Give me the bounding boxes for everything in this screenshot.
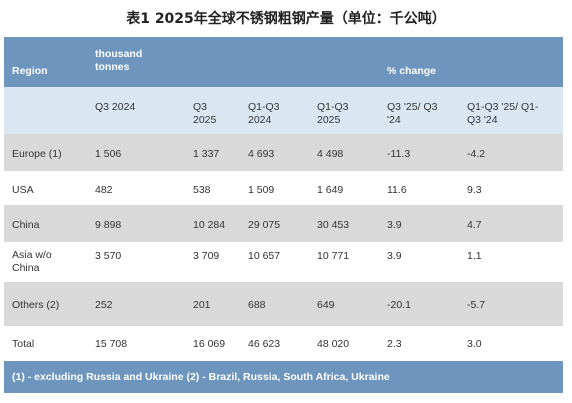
- cell-region: China: [12, 219, 40, 231]
- cell-value: 252: [95, 299, 113, 311]
- cell-value: 9 898: [95, 219, 122, 231]
- cell-value: 3.9: [387, 219, 402, 231]
- cell-value: 29 075: [248, 219, 281, 231]
- table-footnote: (1) - excluding Russia and Ukraine (2) -…: [4, 361, 563, 393]
- cell-value: 2.3: [387, 338, 402, 350]
- header-q3-2025: Q3 2025: [193, 101, 217, 126]
- cell-value: 1.1: [467, 250, 482, 262]
- header-row-top: Region thousand tonnes % change: [4, 37, 563, 87]
- cell-value: 1 506: [95, 148, 122, 160]
- header-pct-change: % change: [387, 65, 437, 77]
- cell-value: -20.1: [387, 299, 411, 311]
- cell-value: 3 570: [95, 250, 122, 262]
- cell-value: 3.9: [387, 250, 402, 262]
- cell-value: 10 771: [317, 250, 350, 262]
- cell-value: 1 337: [193, 148, 220, 160]
- cell-value: 3.0: [467, 338, 482, 350]
- header-q3-2024: Q3 2024: [95, 101, 136, 113]
- header-q1q3-2024: Q1-Q3 2024: [248, 101, 280, 126]
- cell-value: 9.3: [467, 184, 482, 196]
- cell-value: 10 657: [248, 250, 281, 262]
- cell-value: 16 069: [193, 338, 226, 350]
- cell-value: 15 708: [95, 338, 128, 350]
- table-row: China 9 898 10 284 29 075 30 453 3.9 4.7: [4, 205, 563, 242]
- table-row: Total 15 708 16 069 46 623 48 020 2.3 3.0: [4, 326, 563, 361]
- header-q1q3-2025: Q1-Q3 2025: [317, 101, 349, 126]
- cell-value: 688: [248, 299, 266, 311]
- cell-value: 10 284: [193, 219, 226, 231]
- table-row: Europe (1) 1 506 1 337 4 693 4 498 -11.3 -4.2: [4, 134, 563, 171]
- cell-value: -11.3: [387, 148, 411, 160]
- cell-value: 482: [95, 184, 113, 196]
- cell-value: 11.6: [387, 184, 407, 196]
- cell-value: 4 498: [317, 148, 344, 160]
- cell-value: 1 649: [317, 184, 344, 196]
- cell-value: 46 623: [248, 338, 281, 350]
- cell-value: 30 453: [317, 219, 350, 231]
- cell-region: USA: [12, 184, 34, 196]
- table-title: 表1 2025年全球不锈钢粗钢产量（单位：千公吨）: [126, 11, 446, 27]
- header-row-sub: Q3 2024 Q3 2025 Q1-Q3 2024 Q1-Q3 2025 Q3…: [4, 87, 563, 134]
- cell-value: 3 709: [193, 250, 220, 262]
- header-unit: thousand tonnes: [95, 48, 143, 73]
- cell-value: 4.7: [467, 219, 482, 231]
- cell-value: 201: [193, 299, 211, 311]
- cell-value: 4 693: [248, 148, 275, 160]
- footnote-text: (1) - excluding Russia and Ukraine (2) -…: [12, 371, 390, 383]
- cell-region: Others (2): [12, 299, 60, 311]
- header-region: Region: [12, 65, 48, 77]
- header-q1q3-change: Q1-Q3 '25/ Q1- Q3 '24: [467, 101, 539, 126]
- cell-value: -4.2: [467, 148, 486, 160]
- cell-region: Asia w/o China: [12, 249, 52, 274]
- cell-value: -5.7: [467, 299, 486, 311]
- header-q3-change: Q3 '25/ Q3 '24: [387, 101, 438, 126]
- cell-value: 48 020: [317, 338, 350, 350]
- cell-region: Total: [12, 338, 35, 350]
- table-row: Others (2) 252 201 688 649 -20.1 -5.7: [4, 282, 563, 326]
- cell-region: Europe (1): [12, 148, 62, 160]
- table-row: USA 482 538 1 509 1 649 11.6 9.3: [4, 171, 563, 205]
- table-row: Asia w/o China 3 570 3 709 10 657 10 771 3.9 1…: [4, 242, 563, 282]
- cell-value: 649: [317, 299, 335, 311]
- cell-value: 1 509: [248, 184, 275, 196]
- cell-value: 538: [193, 184, 211, 196]
